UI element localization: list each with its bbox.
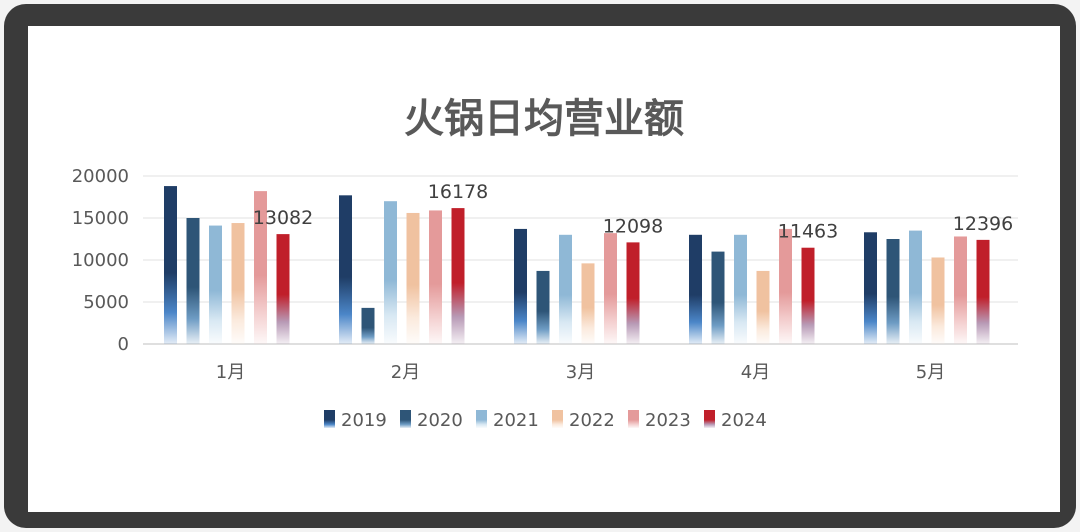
bar-2021-3 [559, 234, 572, 344]
bar-2022-3 [581, 263, 595, 344]
x-category-label: 5月 [916, 362, 945, 383]
bar-2021-4 [734, 234, 747, 344]
data-label: 11463 [778, 221, 838, 243]
bar-2021-1 [209, 225, 222, 344]
data-label: 13082 [253, 207, 313, 229]
data-label: 12396 [953, 213, 1013, 235]
bar-2024-3 [626, 242, 640, 344]
bar-chart: 火锅日均营业额 0 5000 10000 15000 20000 13082 16178 1… [72, 96, 1018, 431]
legend-label-2021: 2021 [493, 410, 539, 431]
data-label: 16178 [428, 181, 488, 203]
bar-2023-4 [779, 228, 792, 344]
bar-2022-1 [231, 223, 245, 344]
legend-swatch-2019 [324, 410, 335, 428]
y-tick-label: 15000 [72, 208, 129, 229]
bar-2022-4 [756, 270, 770, 344]
chart-title: 火锅日均营业额 [404, 96, 684, 142]
y-tick-label: 5000 [83, 292, 129, 313]
y-tick-label: 10000 [72, 250, 129, 271]
legend-label-2023: 2023 [645, 410, 691, 431]
legend-swatch-2020 [400, 410, 411, 428]
bar-2020-2 [361, 307, 375, 344]
bar-2022-2 [406, 212, 420, 344]
x-category-label: 2月 [391, 362, 420, 383]
bar-2020-1 [186, 218, 200, 344]
y-tick-label: 20000 [72, 166, 129, 187]
bar-2024-2 [451, 208, 465, 344]
legend-swatch-2021 [476, 410, 487, 428]
data-label: 12098 [603, 215, 663, 237]
bar-2019-4 [689, 234, 702, 344]
window-frame: 火锅日均营业额 0 5000 10000 15000 20000 13082 16178 1… [4, 4, 1076, 528]
bar-2023-5 [954, 236, 967, 344]
bar-2019-3 [514, 228, 527, 344]
x-category-label: 4月 [741, 362, 770, 383]
y-tick-label: 0 [118, 334, 129, 355]
bar-2023-1 [254, 191, 267, 344]
bar-2024-5 [976, 239, 990, 344]
bar-2024-1 [276, 234, 290, 344]
bar-2023-3 [604, 233, 617, 344]
bar-2021-2 [384, 201, 397, 344]
bar-2020-5 [886, 239, 900, 344]
legend-label-2019: 2019 [341, 410, 387, 431]
bar-2022-5 [931, 257, 945, 344]
chart-panel: 火锅日均营业额 0 5000 10000 15000 20000 13082 16178 1… [28, 26, 1060, 512]
bar-2020-4 [711, 251, 725, 344]
legend-swatch-2024 [704, 410, 715, 428]
legend-label-2020: 2020 [417, 410, 463, 431]
bar-2024-4 [801, 247, 815, 344]
bar-2019-1 [164, 186, 177, 344]
legend-label-2022: 2022 [569, 410, 615, 431]
legend-swatch-2022 [552, 410, 563, 428]
bar-2019-2 [339, 195, 352, 344]
bar-2019-5 [864, 232, 877, 344]
x-category-label: 3月 [566, 362, 595, 383]
bar-2020-3 [536, 270, 550, 344]
bar-2021-5 [909, 230, 922, 344]
legend-label-2024: 2024 [721, 410, 767, 431]
x-category-label: 1月 [216, 362, 245, 383]
bar-2023-2 [429, 210, 442, 344]
legend-swatch-2023 [628, 410, 639, 428]
